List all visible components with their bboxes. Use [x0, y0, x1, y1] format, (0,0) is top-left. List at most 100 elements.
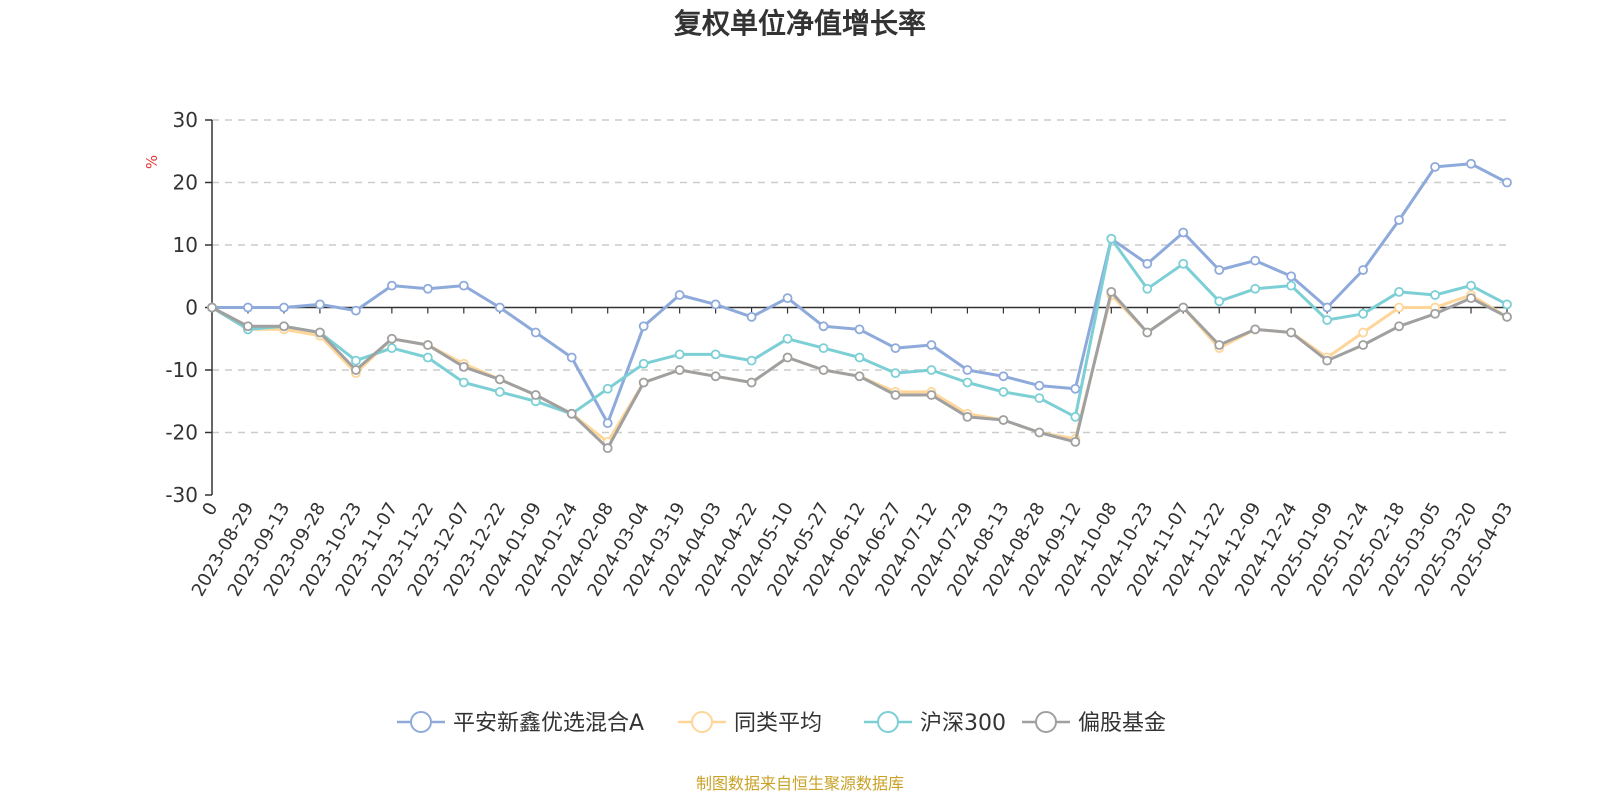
data-point — [1214, 296, 1225, 307]
data-point — [422, 340, 433, 350]
y-tick-label: -10 — [165, 358, 198, 382]
data-point — [638, 321, 649, 332]
data-point — [1070, 436, 1081, 447]
legend-label: 偏股基金 — [1078, 711, 1166, 736]
data-point — [1178, 302, 1189, 313]
data-point — [1250, 324, 1261, 335]
data-point — [890, 368, 901, 379]
data-point — [782, 333, 793, 344]
data-point — [638, 358, 649, 369]
data-point — [962, 377, 973, 388]
data-point — [1070, 383, 1081, 394]
data-point — [782, 293, 793, 304]
data-point — [1358, 265, 1369, 275]
legend-marker — [410, 711, 432, 733]
data-point — [1286, 327, 1297, 338]
data-point — [746, 377, 757, 388]
data-point — [890, 390, 901, 400]
y-tick-label: 10 — [173, 233, 198, 257]
legend-label: 平安新鑫优选混合A — [453, 711, 644, 736]
data-point — [854, 371, 865, 382]
legend-item[interactable]: 偏股基金 — [1022, 711, 1166, 736]
data-point — [1430, 290, 1440, 300]
data-point — [1250, 283, 1261, 294]
data-point — [926, 340, 937, 350]
data-point — [926, 365, 937, 375]
data-point — [1466, 158, 1476, 169]
legend-item[interactable]: 平安新鑫优选混合A — [397, 711, 644, 736]
data-point — [315, 299, 325, 310]
data-point — [1106, 286, 1117, 297]
data-point — [1034, 427, 1045, 438]
data-point — [854, 324, 865, 335]
data-point — [494, 386, 505, 397]
data-point — [386, 280, 397, 291]
data-point — [386, 343, 397, 354]
data-point — [746, 355, 757, 366]
legend-marker — [691, 711, 713, 733]
data-point — [926, 390, 937, 400]
data-point — [1034, 393, 1045, 404]
data-point — [207, 302, 217, 313]
y-tick-label: 30 — [173, 108, 198, 132]
data-point — [1430, 161, 1440, 172]
data-point — [566, 408, 577, 419]
data-point — [422, 352, 433, 363]
data-point — [710, 371, 721, 382]
data-point — [279, 302, 289, 313]
data-point — [710, 299, 721, 310]
data-point — [1466, 280, 1476, 291]
data-point — [674, 290, 685, 300]
x-tick-label: 0 — [198, 499, 222, 519]
data-point — [1142, 258, 1153, 269]
legend-marker — [1035, 711, 1057, 733]
data-point — [818, 321, 829, 332]
legend[interactable]: 平安新鑫优选混合A 同类平均 沪深300 偏股基金 — [397, 711, 1166, 736]
data-point — [1214, 340, 1225, 350]
data-point — [1142, 327, 1153, 338]
data-point — [458, 361, 469, 372]
data-point — [494, 302, 505, 313]
data-point — [1358, 308, 1369, 319]
data-point — [1322, 302, 1333, 313]
legend-item[interactable]: 沪深300 — [864, 711, 1006, 736]
data-point — [279, 321, 289, 332]
y-axis-ticks: 30 20 10 0 -10 -20 -30 — [165, 108, 212, 507]
data-point — [458, 280, 469, 291]
legend-item[interactable]: 同类平均 — [678, 711, 822, 736]
data-point — [602, 383, 613, 394]
data-point — [1214, 265, 1225, 275]
data-point — [566, 352, 577, 363]
chart-title: 复权单位净值增长率 — [674, 7, 926, 40]
data-point — [1142, 283, 1153, 294]
data-point — [1394, 286, 1404, 297]
y-tick-label: -30 — [165, 483, 198, 507]
data-point — [674, 365, 685, 375]
data-point — [386, 333, 397, 344]
data-point — [1034, 380, 1045, 391]
data-point — [243, 321, 253, 332]
data-point — [890, 343, 901, 354]
data-point — [746, 311, 757, 322]
data-point — [1502, 299, 1512, 310]
legend-label: 同类平均 — [734, 711, 822, 736]
data-point — [998, 415, 1009, 425]
data-point — [638, 377, 649, 388]
data-point — [998, 371, 1009, 382]
data-point — [1430, 308, 1440, 319]
data-point — [1286, 280, 1297, 291]
data-point — [782, 352, 793, 363]
data-point — [1394, 302, 1404, 313]
data-point — [350, 365, 361, 375]
y-axis-unit: % — [143, 155, 161, 169]
data-point — [602, 418, 613, 429]
data-point — [602, 443, 613, 454]
data-point — [854, 352, 865, 363]
data-point — [1358, 340, 1369, 350]
data-point — [494, 374, 505, 385]
data-point — [1106, 233, 1117, 244]
data-point — [422, 283, 433, 294]
data-point — [350, 305, 361, 316]
data-point — [710, 349, 721, 360]
